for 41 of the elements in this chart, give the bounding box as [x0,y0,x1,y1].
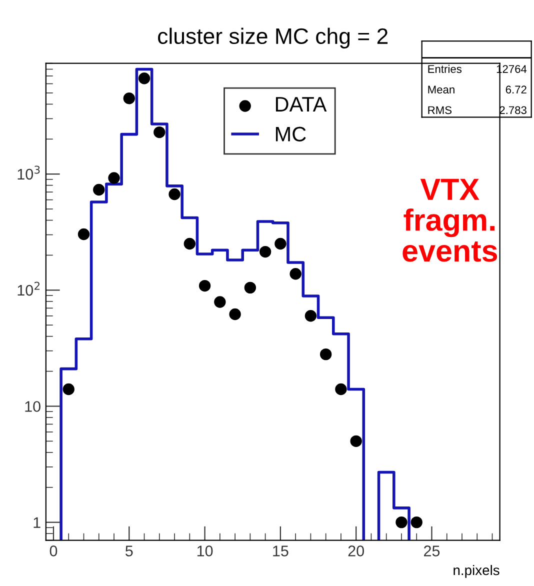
text: 6.72 [506,86,526,94]
point [198,280,211,292]
y-tick-label: 10 [25,401,40,412]
legend-label: DATA [276,97,327,112]
annotation: Mean [428,86,454,94]
annotation: VTX fragm. events [402,178,498,262]
point [123,92,135,104]
point [229,308,241,320]
point [108,172,120,184]
x-tick-label: 15 [273,546,288,556]
point [410,516,422,528]
annotation: Entries [428,64,462,73]
point [396,516,408,528]
point [138,72,150,84]
point [244,282,256,294]
y-tick-label: 10$^{2}$ [18,282,40,296]
point [259,246,272,258]
point [78,228,90,240]
x-tick-label: 5 [126,546,133,556]
point [184,238,196,250]
point [274,238,286,250]
point [320,348,332,360]
point [290,268,302,280]
annotation: RMS [428,106,452,114]
x-axis-title: n.pixels [454,564,500,578]
x-tick-label: 10 [197,546,213,556]
point [335,383,347,396]
legend-label: MC [276,126,306,142]
y-tick-label: 10$^{3}$ [18,166,40,180]
point [214,296,226,308]
point [62,383,74,396]
point [154,126,166,138]
point [93,184,105,196]
x-tick-label: 0 [50,546,58,556]
chart-title: cluster size MC chg = 2 [158,28,388,48]
x-tick-label: 20 [348,546,364,556]
point [304,310,317,322]
point [350,435,362,448]
y-tick-label: 1 [34,517,40,528]
x-tick-label: 25 [424,546,440,556]
point [168,188,180,200]
